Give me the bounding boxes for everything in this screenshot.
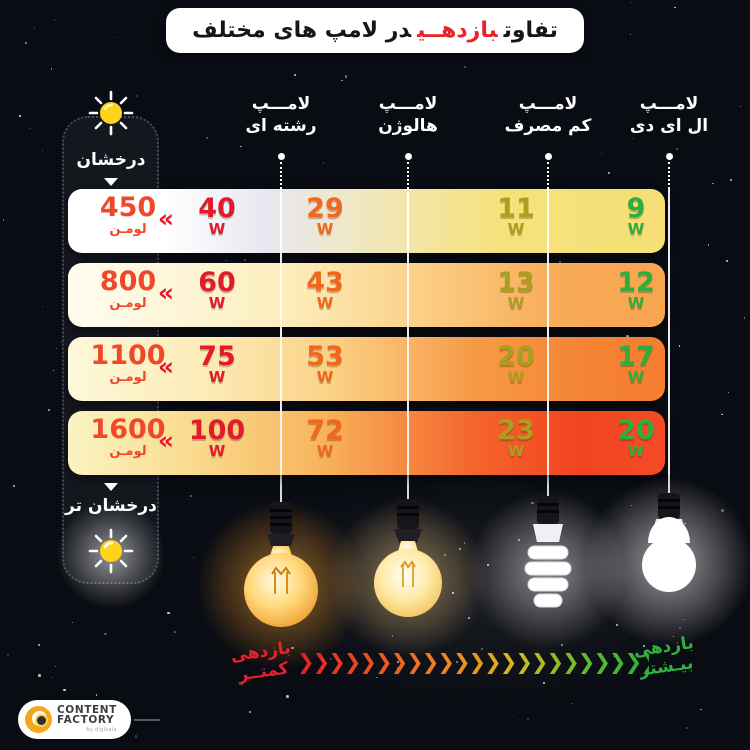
guide-dot (545, 153, 552, 160)
content-factory-logo: CONTENT FACTORY by digikala (18, 700, 131, 739)
bulb-wire (547, 475, 549, 498)
guide-dotted-line (407, 162, 409, 189)
content-factory-logo-icon (25, 706, 52, 733)
bulb-wire (668, 475, 670, 495)
watt-value-led: 12 W (617, 267, 655, 312)
guide-dotted-line (668, 162, 670, 189)
double-chevron-left-icon: « (157, 352, 175, 381)
double-chevron-left-icon: « (157, 426, 175, 455)
table-row-1100-lumen: 1100 لومـن « 75 W 53 W 20 W 17 W (68, 337, 665, 401)
title-highlight: بازدهــی (417, 18, 498, 43)
guide-line (668, 189, 670, 475)
bulb-wire (407, 475, 409, 501)
column-header-led: لامـــپ ال ای دی (629, 94, 709, 136)
watt-value-cfl: 23 W (497, 415, 535, 460)
lumen-label: 1600 لومـن (90, 414, 166, 460)
watt-value-incandescent: 100 W (188, 415, 246, 460)
watt-value-led: 20 W (617, 415, 655, 460)
guide-line (407, 189, 409, 475)
double-chevron-left-icon: « (157, 204, 175, 233)
watt-value-halogen: 72 W (306, 415, 344, 460)
guide-dotted-line (547, 162, 549, 189)
sun-icon (88, 90, 134, 136)
column-header-incandescent: لامـــپ رشته ای (245, 94, 317, 136)
brightness-top-label: درخشان (76, 150, 146, 170)
guide-dot (666, 153, 673, 160)
triangle-down-icon (104, 178, 118, 186)
efficiency-gradient-arrow: ❯❯❯❯❯❯❯❯❯❯❯❯❯❯❯❯❯❯❯❯❯❯❯❯❯❯❯❯❯❯ (297, 649, 649, 675)
guide-line (547, 189, 549, 475)
page-title: تفاوتبازدهــیدر لامپ های مختلف (192, 18, 558, 43)
triangle-down-icon (104, 483, 118, 491)
watt-value-incandescent: 40 W (198, 193, 236, 238)
lumen-label: 1100 لومـن (90, 340, 166, 386)
table-row-1600-lumen: 1600 لومـن « 100 W 72 W 23 W 20 W (68, 411, 665, 475)
guide-dot (405, 153, 412, 160)
lumen-label: 800 لومـن (99, 266, 157, 312)
watt-value-led: 17 W (617, 341, 655, 386)
watt-value-halogen: 43 W (306, 267, 344, 312)
logo-line2: FACTORY (57, 713, 115, 726)
brightness-bottom-label: درخشان تر (65, 496, 157, 516)
halogen-bulb (374, 499, 442, 617)
logo-dash (134, 719, 160, 721)
watt-value-incandescent: 60 W (198, 267, 236, 312)
bulb-wire (280, 475, 282, 504)
watt-value-cfl: 20 W (497, 341, 535, 386)
watt-value-cfl: 11 W (497, 193, 535, 238)
watt-value-incandescent: 75 W (198, 341, 236, 386)
logo-line1: CONTENT (57, 703, 117, 716)
watt-value-halogen: 29 W (306, 193, 344, 238)
column-header-halogen: لامـــپ هالوژن (378, 94, 438, 136)
glowing-sun-icon (88, 528, 134, 574)
watt-value-halogen: 53 W (306, 341, 344, 386)
guide-line (280, 189, 282, 475)
lumen-label: 450 لومـن (99, 192, 157, 238)
double-chevron-left-icon: « (157, 278, 175, 307)
guide-dotted-line (280, 162, 282, 189)
watt-value-cfl: 13 W (497, 267, 535, 312)
incandescent-bulb (244, 502, 318, 627)
cfl-bulb (524, 496, 572, 608)
column-header-cfl: لامـــپ کم مصرف (504, 94, 592, 136)
led-bulb (642, 493, 696, 592)
table-row-800-lumen: 800 لومـن « 60 W 43 W 13 W 12 W (68, 263, 665, 327)
logo-subtext: by digikala (86, 726, 117, 733)
guide-dot (278, 153, 285, 160)
title-banner: تفاوتبازدهــیدر لامپ های مختلف (166, 8, 584, 53)
